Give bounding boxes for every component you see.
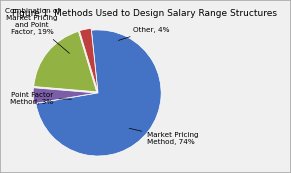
Text: Market Pricing
Method, 74%: Market Pricing Method, 74% [129, 128, 199, 145]
Text: Point Factor
Method, 3%: Point Factor Method, 3% [10, 92, 71, 104]
Wedge shape [36, 30, 161, 156]
Text: Figure 1: Methods Used to Design Salary Range Structures: Figure 1: Methods Used to Design Salary … [12, 9, 277, 18]
Wedge shape [33, 88, 96, 104]
Wedge shape [34, 31, 97, 92]
Text: Combination of
Market Pricing
and Point
Factor, 19%: Combination of Market Pricing and Point … [5, 8, 70, 53]
Wedge shape [79, 28, 98, 91]
Text: Other, 4%: Other, 4% [118, 27, 169, 40]
